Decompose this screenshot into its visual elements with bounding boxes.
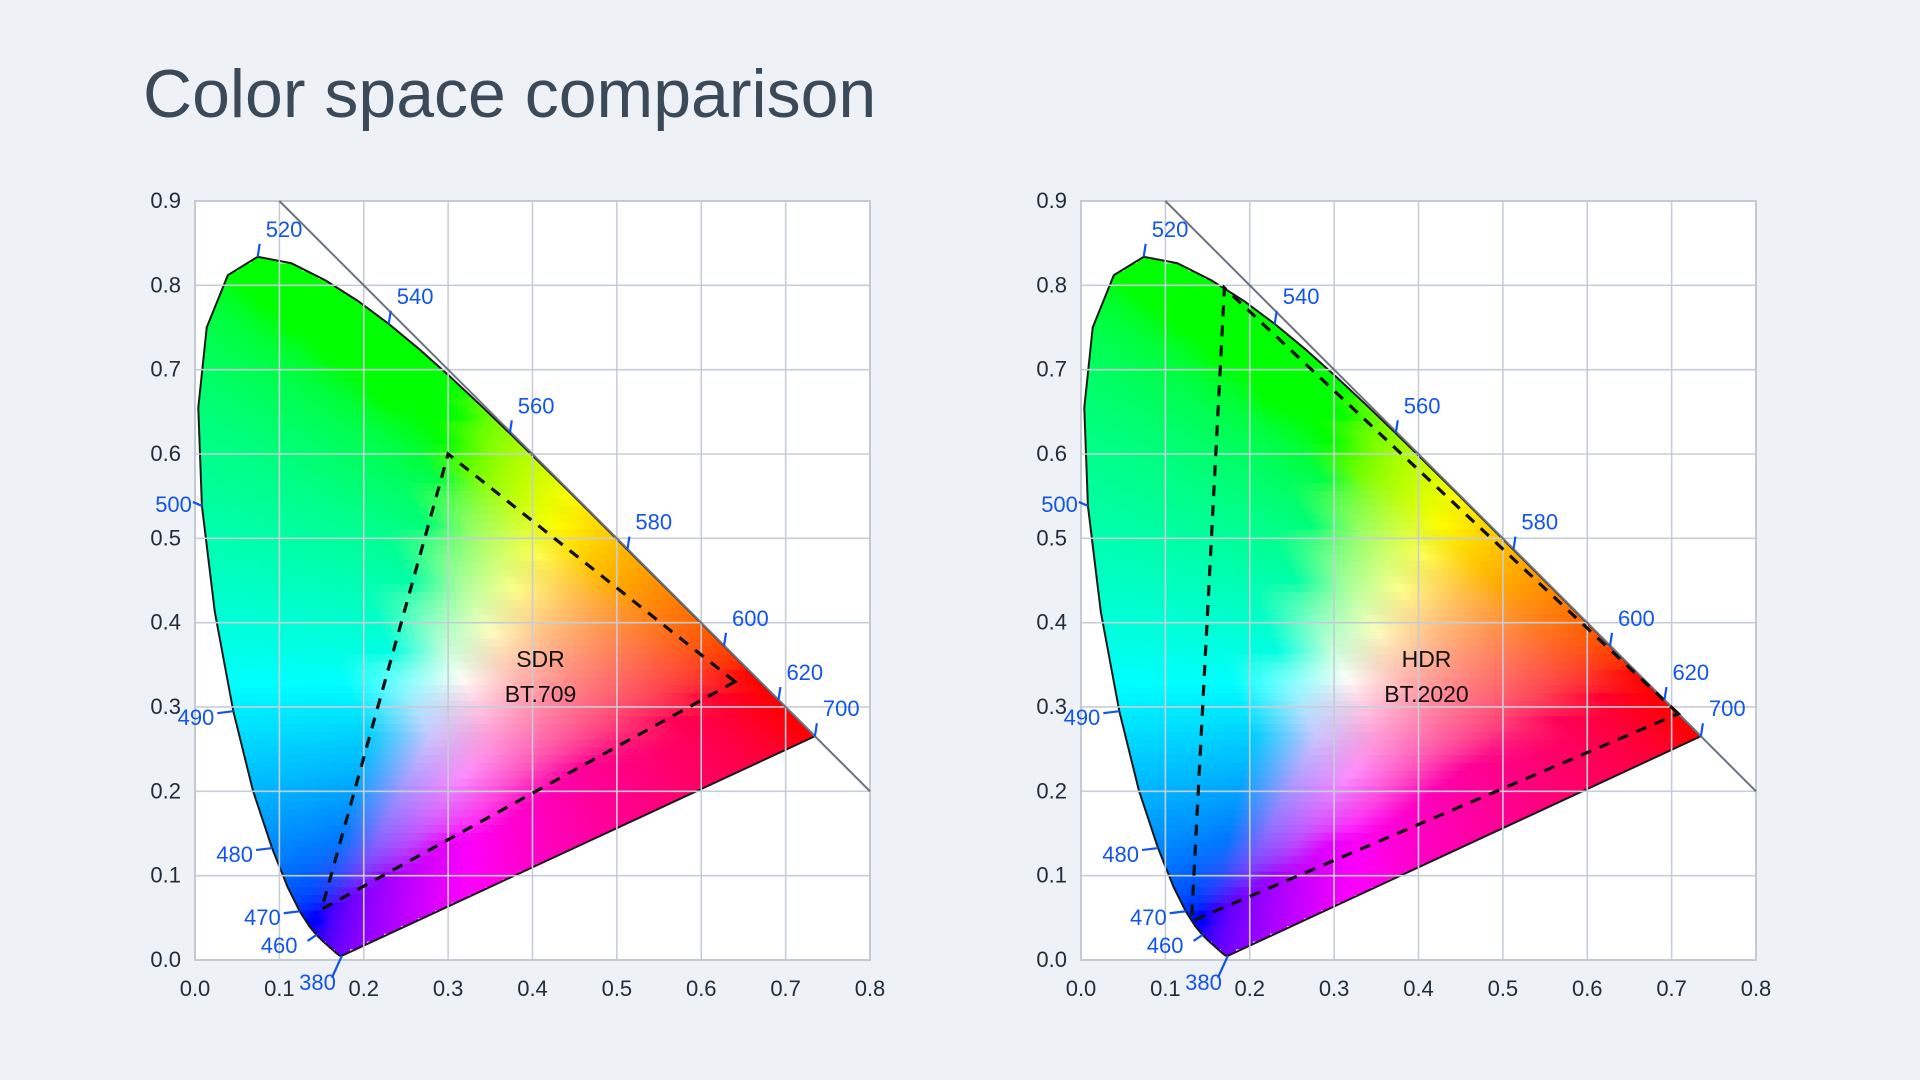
svg-text:0.0: 0.0 [1036, 947, 1067, 972]
svg-text:580: 580 [1521, 510, 1558, 535]
svg-text:0.1: 0.1 [1036, 863, 1067, 888]
svg-text:0.6: 0.6 [150, 441, 181, 466]
svg-text:0.1: 0.1 [150, 863, 181, 888]
svg-text:0.7: 0.7 [150, 357, 181, 382]
svg-text:460: 460 [1147, 933, 1184, 958]
svg-text:500: 500 [1041, 492, 1078, 517]
svg-text:0.5: 0.5 [1036, 525, 1067, 550]
svg-text:0.4: 0.4 [1036, 610, 1067, 635]
svg-text:0.2: 0.2 [348, 976, 379, 1001]
svg-text:0.2: 0.2 [1036, 778, 1067, 803]
svg-text:600: 600 [732, 606, 769, 631]
svg-text:BT.709: BT.709 [505, 681, 577, 707]
svg-text:HDR: HDR [1402, 646, 1452, 672]
svg-text:0.5: 0.5 [602, 976, 633, 1001]
svg-text:700: 700 [1709, 696, 1746, 721]
svg-text:490: 490 [1064, 705, 1101, 730]
svg-text:540: 540 [397, 284, 434, 309]
svg-text:600: 600 [1618, 606, 1655, 631]
svg-text:0.6: 0.6 [1572, 976, 1603, 1001]
svg-text:580: 580 [635, 510, 672, 535]
svg-text:560: 560 [1404, 393, 1441, 418]
svg-text:0.6: 0.6 [1036, 441, 1067, 466]
svg-text:0.4: 0.4 [150, 610, 181, 635]
svg-text:0.8: 0.8 [150, 272, 181, 297]
svg-text:520: 520 [1152, 217, 1189, 242]
svg-text:0.0: 0.0 [180, 976, 211, 1001]
svg-text:0.3: 0.3 [150, 694, 181, 719]
svg-text:0.3: 0.3 [1319, 976, 1350, 1001]
svg-text:0.2: 0.2 [150, 778, 181, 803]
svg-text:380: 380 [1185, 970, 1222, 995]
svg-text:0.1: 0.1 [1150, 976, 1181, 1001]
svg-text:0.0: 0.0 [150, 947, 181, 972]
svg-text:700: 700 [823, 696, 860, 721]
svg-text:520: 520 [266, 217, 303, 242]
svg-text:620: 620 [786, 660, 823, 685]
svg-text:0.9: 0.9 [150, 188, 181, 213]
svg-text:BT.2020: BT.2020 [1384, 681, 1468, 707]
svg-text:470: 470 [244, 905, 281, 930]
svg-text:SDR: SDR [516, 646, 565, 672]
svg-text:0.3: 0.3 [1036, 694, 1067, 719]
svg-text:480: 480 [1102, 842, 1139, 867]
svg-text:380: 380 [299, 970, 336, 995]
svg-text:0.0: 0.0 [1066, 976, 1097, 1001]
svg-text:0.7: 0.7 [1036, 357, 1067, 382]
svg-text:0.2: 0.2 [1234, 976, 1265, 1001]
svg-text:0.8: 0.8 [855, 976, 886, 1001]
svg-text:0.7: 0.7 [1656, 976, 1687, 1001]
svg-text:0.9: 0.9 [1036, 188, 1067, 213]
svg-text:0.6: 0.6 [686, 976, 717, 1001]
svg-text:460: 460 [261, 933, 298, 958]
svg-text:0.5: 0.5 [1488, 976, 1519, 1001]
svg-text:0.1: 0.1 [264, 976, 295, 1001]
svg-text:490: 490 [178, 705, 215, 730]
svg-text:470: 470 [1130, 905, 1167, 930]
svg-text:0.4: 0.4 [1403, 976, 1434, 1001]
svg-text:540: 540 [1283, 284, 1320, 309]
svg-text:0.3: 0.3 [433, 976, 464, 1001]
svg-text:620: 620 [1672, 660, 1709, 685]
svg-text:0.7: 0.7 [770, 976, 801, 1001]
svg-text:500: 500 [155, 492, 192, 517]
svg-text:560: 560 [518, 393, 555, 418]
svg-text:0.8: 0.8 [1036, 272, 1067, 297]
svg-text:0.8: 0.8 [1741, 976, 1772, 1001]
svg-text:480: 480 [216, 842, 253, 867]
svg-text:0.5: 0.5 [150, 525, 181, 550]
svg-text:0.4: 0.4 [517, 976, 548, 1001]
